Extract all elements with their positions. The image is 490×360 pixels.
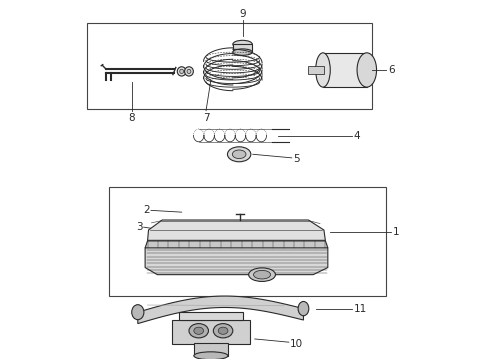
Circle shape bbox=[218, 327, 228, 334]
Ellipse shape bbox=[253, 270, 270, 279]
Ellipse shape bbox=[233, 40, 252, 48]
Text: 4: 4 bbox=[353, 131, 360, 141]
Bar bbox=[109, 187, 386, 296]
Text: 9: 9 bbox=[239, 9, 246, 19]
Ellipse shape bbox=[232, 150, 246, 158]
Text: 10: 10 bbox=[290, 339, 303, 348]
Bar bbox=[323, 53, 367, 87]
Bar bbox=[179, 312, 243, 320]
Ellipse shape bbox=[357, 53, 376, 87]
Ellipse shape bbox=[187, 69, 191, 73]
Bar bbox=[172, 320, 250, 344]
Text: 6: 6 bbox=[388, 65, 394, 75]
Ellipse shape bbox=[316, 53, 330, 87]
Polygon shape bbox=[147, 220, 325, 241]
Text: 3: 3 bbox=[136, 222, 143, 232]
Ellipse shape bbox=[227, 147, 251, 162]
Bar bbox=[233, 44, 252, 52]
Text: 1: 1 bbox=[392, 227, 399, 237]
Text: 11: 11 bbox=[354, 303, 367, 314]
Polygon shape bbox=[138, 296, 303, 324]
Bar bbox=[87, 23, 372, 109]
Bar bbox=[194, 343, 228, 356]
Polygon shape bbox=[145, 243, 328, 275]
Circle shape bbox=[189, 324, 208, 338]
Ellipse shape bbox=[298, 301, 309, 316]
Ellipse shape bbox=[194, 352, 228, 360]
Polygon shape bbox=[145, 241, 328, 248]
Bar bbox=[308, 66, 324, 73]
Text: 5: 5 bbox=[293, 154, 299, 164]
Ellipse shape bbox=[132, 305, 144, 320]
Text: 2: 2 bbox=[144, 205, 150, 215]
Ellipse shape bbox=[180, 69, 184, 73]
Ellipse shape bbox=[177, 67, 186, 76]
Circle shape bbox=[213, 324, 233, 338]
Text: 8: 8 bbox=[129, 113, 135, 123]
Ellipse shape bbox=[233, 49, 252, 55]
Text: 7: 7 bbox=[203, 113, 209, 123]
Ellipse shape bbox=[248, 268, 275, 282]
Circle shape bbox=[194, 327, 203, 334]
Ellipse shape bbox=[185, 67, 194, 76]
